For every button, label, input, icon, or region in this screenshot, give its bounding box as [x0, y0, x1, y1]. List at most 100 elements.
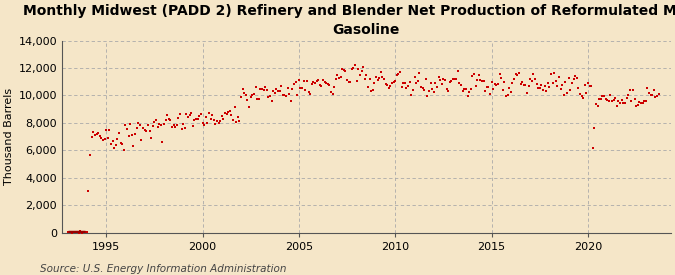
Point [372, 78, 383, 82]
Point [488, 87, 499, 91]
Point [539, 84, 550, 88]
Point [616, 97, 627, 102]
Point [444, 80, 455, 85]
Point [595, 96, 606, 101]
Point [207, 112, 217, 117]
Point [325, 90, 336, 95]
Point [227, 117, 238, 122]
Point [541, 89, 551, 94]
Point [623, 93, 634, 98]
Point [607, 99, 618, 103]
Point [636, 101, 647, 105]
Point [390, 79, 401, 84]
Point [501, 94, 512, 98]
Point [324, 83, 335, 87]
Point [213, 120, 224, 125]
Point [556, 87, 566, 91]
Point [240, 93, 251, 97]
Point [124, 134, 134, 138]
Point [404, 80, 415, 84]
Point [141, 128, 152, 133]
Point [75, 229, 86, 234]
Point [586, 84, 597, 88]
Point [139, 128, 150, 133]
Point [337, 67, 348, 71]
Point [219, 110, 230, 115]
Point [302, 79, 313, 84]
Point [151, 118, 161, 123]
Title: Monthly Midwest (PADD 2) Refinery and Blender Net Production of Reformulated Mot: Monthly Midwest (PADD 2) Refinery and Bl… [23, 4, 675, 37]
Point [557, 83, 568, 88]
Point [294, 78, 304, 82]
Point [90, 133, 101, 137]
Point [408, 88, 418, 92]
Point [146, 136, 157, 141]
Point [315, 83, 325, 88]
Point [650, 94, 661, 99]
Point [128, 144, 139, 148]
Point [550, 79, 561, 83]
Point [83, 189, 94, 194]
Point [651, 94, 662, 98]
Point [237, 87, 248, 91]
Point [437, 82, 448, 86]
Point [364, 77, 375, 81]
Point [398, 81, 408, 86]
Point [506, 90, 516, 94]
Point [356, 69, 367, 73]
Point [230, 105, 240, 110]
Point [152, 125, 163, 129]
Point [180, 126, 190, 130]
Point [584, 83, 595, 88]
Point [480, 89, 491, 94]
Point [412, 79, 423, 83]
Point [403, 84, 414, 88]
Point [493, 82, 504, 86]
Point [547, 81, 558, 85]
Point [276, 84, 287, 89]
Point [400, 81, 410, 85]
Point [261, 88, 272, 93]
Point [435, 78, 446, 82]
Point [234, 119, 245, 123]
Point [165, 118, 176, 122]
Point [300, 88, 310, 92]
Point [200, 114, 211, 119]
Point [354, 73, 365, 77]
Point [496, 76, 507, 81]
Point [167, 125, 178, 129]
Point [91, 132, 102, 136]
Point [578, 96, 589, 100]
Point [401, 86, 412, 90]
Point [464, 90, 475, 94]
Point [629, 97, 640, 102]
Point [256, 87, 267, 91]
Point [451, 77, 462, 81]
Point [84, 153, 95, 158]
Point [450, 77, 460, 81]
Point [223, 109, 234, 114]
Point [558, 93, 569, 98]
Point [467, 74, 478, 79]
Point [583, 81, 593, 85]
Point [385, 84, 396, 88]
Point [377, 74, 387, 79]
Point [565, 87, 576, 92]
Point [613, 98, 624, 103]
Point [446, 79, 457, 83]
Point [545, 72, 556, 76]
Point [112, 137, 123, 142]
Point [298, 79, 309, 84]
Point [209, 118, 219, 122]
Point [524, 77, 535, 81]
Point [277, 93, 288, 98]
Point [392, 72, 402, 77]
Point [465, 86, 476, 91]
Point [231, 120, 242, 124]
Point [210, 122, 221, 126]
Point [549, 71, 560, 75]
Point [509, 76, 520, 81]
Point [602, 97, 613, 102]
Point [620, 101, 630, 106]
Point [537, 87, 548, 92]
